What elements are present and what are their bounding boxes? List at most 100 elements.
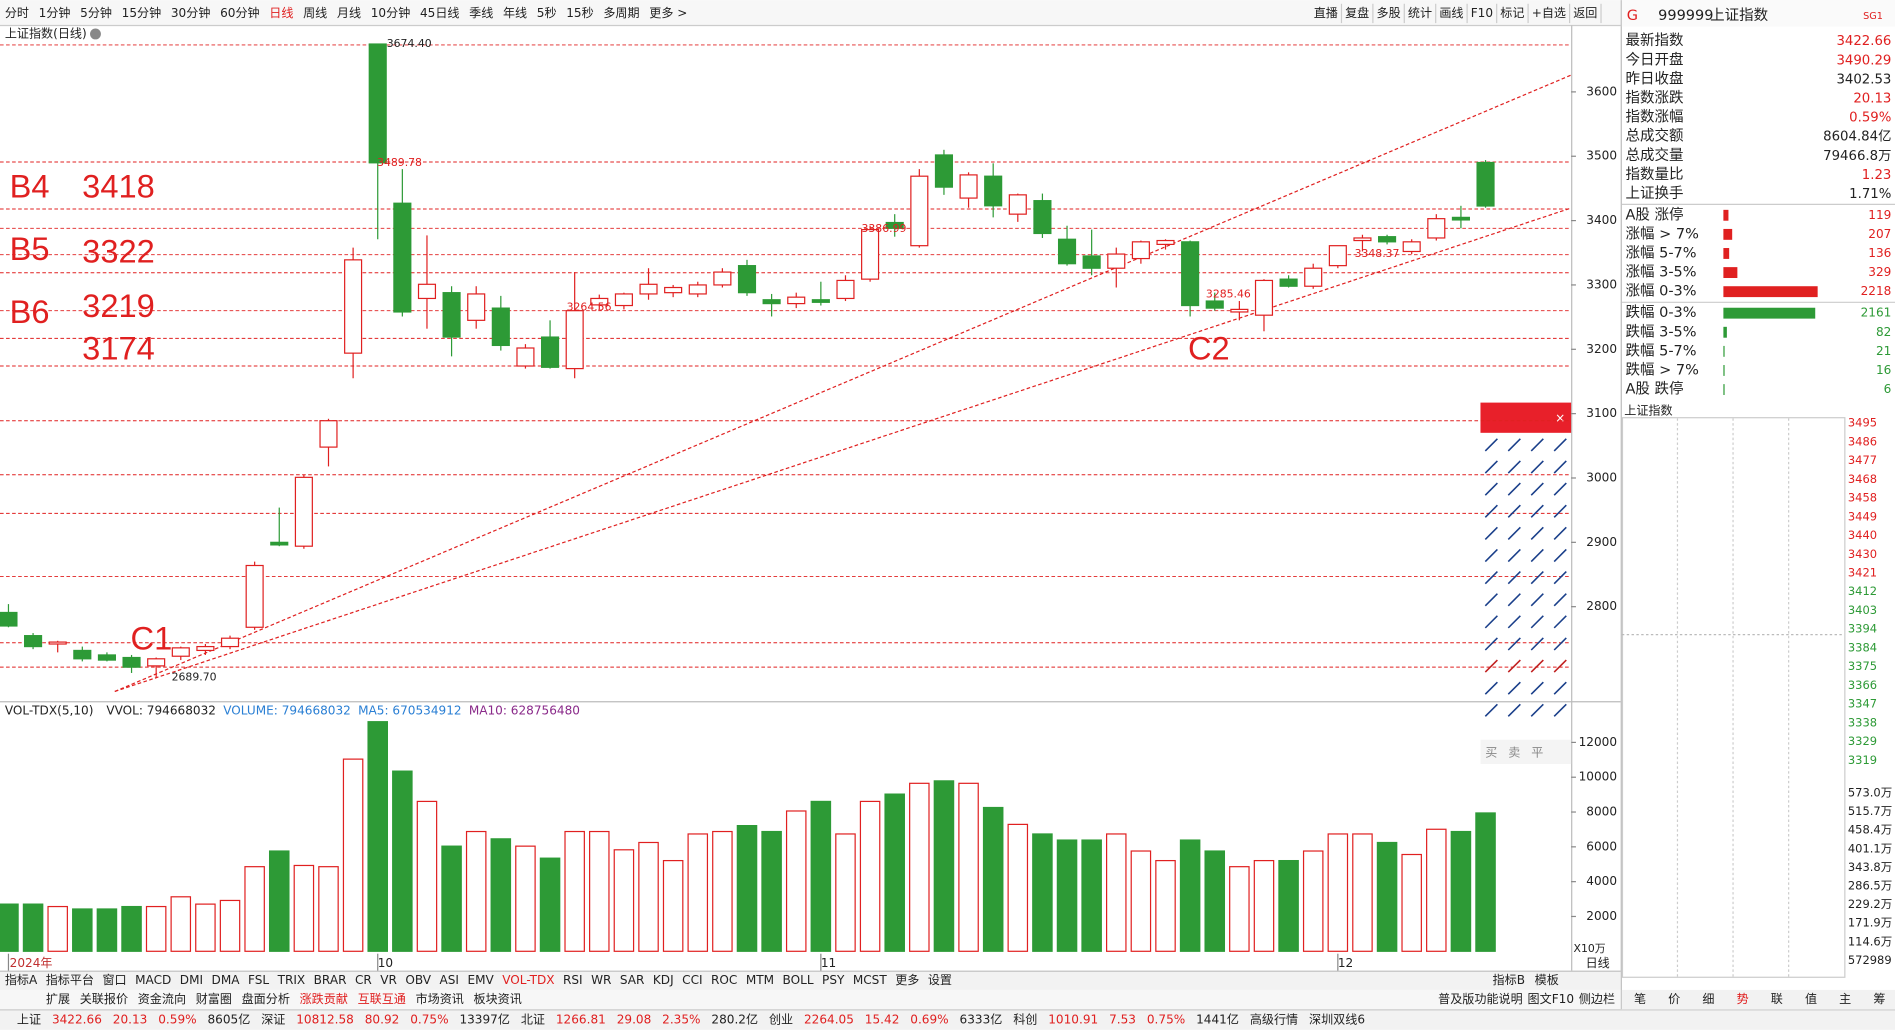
side-tab[interactable]: 联: [1771, 992, 1783, 1006]
palette-tool[interactable]: [1484, 571, 1498, 585]
palette-tool[interactable]: [1530, 460, 1544, 474]
palette-tool[interactable]: [1507, 571, 1521, 585]
palette-tool[interactable]: [1507, 703, 1521, 717]
palette-tool[interactable]: [1553, 703, 1567, 717]
palette-tool[interactable]: [1507, 526, 1521, 540]
palette-tool[interactable]: [1507, 504, 1521, 518]
palette-tool[interactable]: [1553, 615, 1567, 629]
indicator-tab[interactable]: 窗口: [102, 973, 126, 987]
indicator-tab[interactable]: DMA: [212, 973, 241, 987]
indicator-tab[interactable]: 更多: [895, 973, 919, 987]
side-tab[interactable]: 笔: [1634, 991, 1646, 1006]
indicator-tab[interactable]: 模板: [1535, 973, 1559, 987]
palette-tool[interactable]: [1530, 571, 1544, 585]
palette-tool[interactable]: [1507, 681, 1521, 695]
trade-button[interactable]: 平: [1531, 746, 1543, 760]
indicator-tab[interactable]: WR: [591, 973, 612, 987]
period-tab[interactable]: 日线: [269, 6, 293, 20]
palette-tool[interactable]: [1484, 548, 1498, 563]
palette-tool[interactable]: [1530, 593, 1544, 607]
indicator-tab[interactable]: FSL: [248, 973, 269, 987]
sub-tab[interactable]: 关联报价: [80, 991, 128, 1006]
side-tab[interactable]: 势: [1737, 992, 1749, 1006]
side-tab[interactable]: 值: [1805, 991, 1817, 1006]
indicator-tab[interactable]: BOLL: [783, 973, 814, 987]
sub-tab[interactable]: 侧边栏: [1579, 991, 1615, 1006]
palette-tool[interactable]: [1553, 460, 1567, 474]
palette-tool[interactable]: [1530, 681, 1544, 695]
palette-tool[interactable]: [1507, 659, 1521, 673]
indicator-tab[interactable]: MCST: [853, 973, 888, 987]
period-tab[interactable]: 5分钟: [80, 5, 112, 20]
tool-button[interactable]: 统计: [1408, 6, 1432, 20]
indicator-tab[interactable]: 设置: [928, 973, 952, 987]
palette-tool[interactable]: [1507, 637, 1521, 651]
tool-button[interactable]: 画线: [1439, 6, 1463, 20]
palette-tool[interactable]: [1507, 615, 1521, 629]
period-tab[interactable]: 5秒: [537, 6, 557, 20]
indicator-tab[interactable]: CCI: [682, 973, 702, 987]
palette-tool[interactable]: [1553, 681, 1567, 695]
palette-tool[interactable]: [1484, 615, 1498, 629]
palette-close[interactable]: ×: [1555, 411, 1565, 425]
title-menu-icon[interactable]: [90, 28, 101, 40]
palette-tool[interactable]: [1484, 681, 1498, 695]
indicator-tab[interactable]: ASI: [440, 973, 460, 987]
palette-tool[interactable]: [1530, 438, 1544, 452]
side-tab[interactable]: 细: [1702, 992, 1714, 1006]
palette-tool[interactable]: [1484, 703, 1498, 717]
palette-tool[interactable]: [1484, 438, 1498, 452]
tool-button[interactable]: 复盘: [1345, 5, 1369, 20]
side-tab[interactable]: 主: [1839, 992, 1851, 1006]
tool-button[interactable]: +自选: [1532, 6, 1566, 20]
period-tab[interactable]: 年线: [503, 6, 527, 20]
palette-tool[interactable]: [1553, 637, 1567, 651]
sub-tab[interactable]: 涨跌贡献: [300, 991, 348, 1006]
palette-tool[interactable]: [1484, 526, 1498, 540]
tool-button[interactable]: 标记: [1500, 6, 1524, 20]
palette-tool[interactable]: [1553, 571, 1567, 585]
indicator-tab[interactable]: VOL-TDX: [502, 973, 554, 987]
palette-tool[interactable]: [1530, 615, 1544, 629]
trade-button[interactable]: 卖: [1508, 746, 1520, 760]
trade-button[interactable]: 买: [1485, 746, 1497, 760]
period-tab[interactable]: 15秒: [566, 6, 593, 20]
palette-tool[interactable]: [1553, 504, 1567, 518]
indicator-tab[interactable]: VR: [380, 973, 397, 987]
indicator-tab[interactable]: OBV: [405, 973, 431, 987]
indicator-tab[interactable]: PSY: [822, 973, 845, 987]
indicator-tab[interactable]: BRAR: [314, 973, 347, 987]
indicator-tab[interactable]: MACD: [135, 973, 171, 987]
sub-tab[interactable]: 资金流向: [138, 991, 186, 1006]
period-tab[interactable]: 分时: [5, 6, 29, 20]
indicator-tab[interactable]: TRIX: [277, 973, 306, 987]
sub-tab[interactable]: 普及版功能说明: [1438, 991, 1523, 1006]
tool-button[interactable]: 直播: [1314, 6, 1338, 20]
indicator-tab[interactable]: CR: [355, 973, 372, 987]
palette-tool[interactable]: [1507, 548, 1521, 563]
indicator-tab[interactable]: KDJ: [653, 973, 674, 987]
tool-button[interactable]: F10: [1471, 6, 1493, 20]
period-tab[interactable]: 15分钟: [122, 5, 162, 20]
sub-tab[interactable]: 盘面分析: [242, 991, 290, 1006]
period-tab[interactable]: 月线: [337, 6, 361, 20]
indicator-tab[interactable]: 指标平台: [46, 972, 94, 987]
side-tab[interactable]: 筹: [1873, 992, 1885, 1006]
indicator-tab[interactable]: EMV: [467, 973, 494, 987]
palette-tool[interactable]: [1530, 526, 1544, 540]
period-tab[interactable]: 季线: [469, 6, 493, 20]
indicator-tab[interactable]: SAR: [620, 973, 645, 987]
palette-tool[interactable]: [1530, 548, 1544, 563]
period-tab[interactable]: 多周期: [603, 6, 639, 20]
sub-tab[interactable]: 扩展: [46, 992, 70, 1006]
palette-tool[interactable]: [1484, 482, 1498, 496]
palette-tool[interactable]: [1553, 659, 1567, 673]
palette-tool[interactable]: [1553, 482, 1567, 496]
palette-tool[interactable]: [1507, 460, 1521, 474]
indicator-tab[interactable]: 指标A: [5, 972, 38, 987]
sub-tab[interactable]: 互联互通: [358, 992, 406, 1006]
palette-tool[interactable]: [1507, 438, 1521, 452]
palette-tool[interactable]: [1484, 659, 1498, 673]
indicator-tab[interactable]: 指标B: [1493, 972, 1525, 987]
palette-tool[interactable]: [1553, 526, 1567, 540]
